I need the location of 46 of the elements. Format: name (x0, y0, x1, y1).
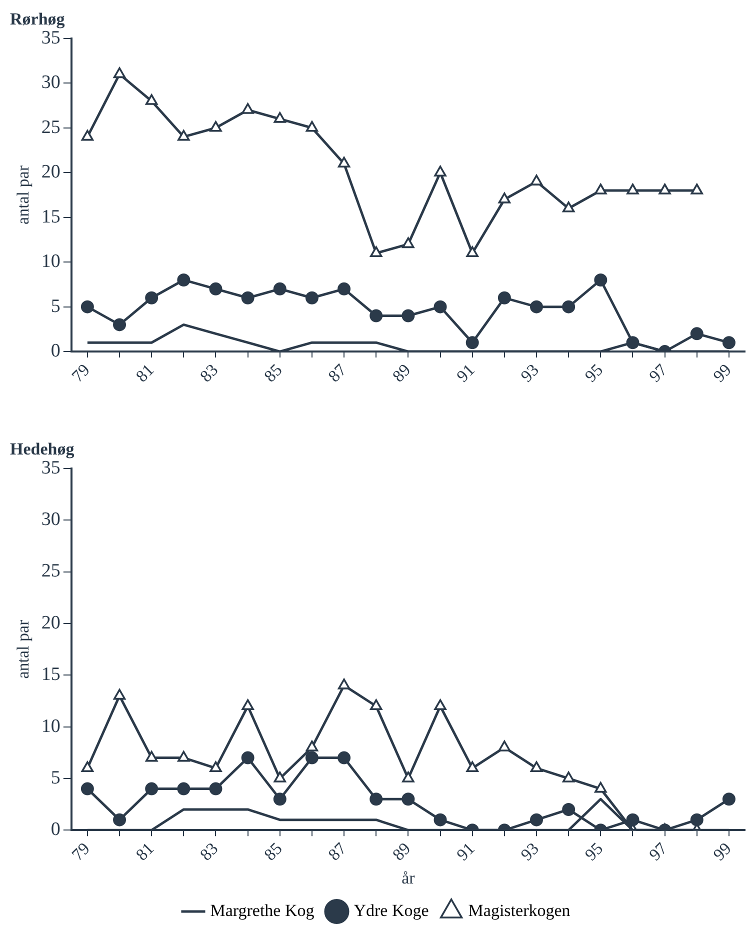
x-tick-label: 89 (388, 360, 414, 386)
chart-title: Rørhøg (10, 10, 66, 29)
y-tick-label: 25 (41, 560, 60, 582)
x-tick-label: 89 (388, 838, 414, 864)
y-tick-label: 35 (41, 27, 60, 48)
x-tick-label: 97 (645, 838, 672, 864)
x-tick-label: 83 (196, 838, 222, 864)
x-tick-label: 95 (581, 838, 607, 864)
y-tick-label: 35 (41, 457, 60, 478)
y-tick-label: 10 (41, 716, 60, 737)
y-tick-label: 0 (50, 819, 60, 840)
x-tick-label: 95 (581, 360, 607, 386)
y-tick-label: 0 (50, 340, 60, 362)
x-tick-label: 87 (324, 838, 350, 864)
x-tick-label: 81 (132, 360, 158, 386)
legend-label: Margrethe Kog (210, 900, 315, 920)
legend-label: Magisterkogen (468, 900, 571, 920)
x-tick-label: 99 (709, 838, 735, 864)
legend-label: Ydre Koge (354, 900, 429, 920)
y-axis-title: antal par (14, 165, 33, 224)
y-tick-label: 20 (41, 162, 60, 183)
x-tick-label: 91 (452, 838, 478, 864)
x-tick-label: 79 (68, 838, 94, 864)
y-tick-label: 30 (41, 72, 60, 94)
y-tick-label: 20 (41, 612, 60, 634)
x-tick-label: 93 (517, 838, 542, 864)
x-tick-label: 85 (260, 838, 286, 864)
y-tick-label: 15 (41, 664, 60, 686)
x-tick-label: 87 (324, 360, 350, 386)
y-tick-label: 15 (41, 206, 60, 228)
y-tick-label: 10 (41, 251, 60, 272)
y-tick-label: 5 (50, 296, 60, 317)
x-tick-label: 99 (709, 360, 735, 386)
x-tick-label: 91 (452, 360, 478, 386)
x-tick-label: 83 (196, 360, 222, 386)
y-tick-label: 30 (41, 509, 60, 530)
x-tick-label: 85 (260, 360, 286, 386)
x-axis-title: år (402, 868, 416, 888)
x-tick-label: 79 (68, 360, 94, 386)
x-tick-label: 97 (645, 360, 672, 386)
y-tick-label: 25 (41, 116, 60, 138)
y-axis-title: antal par (14, 619, 33, 679)
y-tick-label: 5 (50, 767, 60, 788)
x-tick-label: 93 (517, 360, 542, 386)
x-tick-label: 81 (132, 838, 158, 864)
chart-title: Hedehøg (10, 440, 75, 459)
